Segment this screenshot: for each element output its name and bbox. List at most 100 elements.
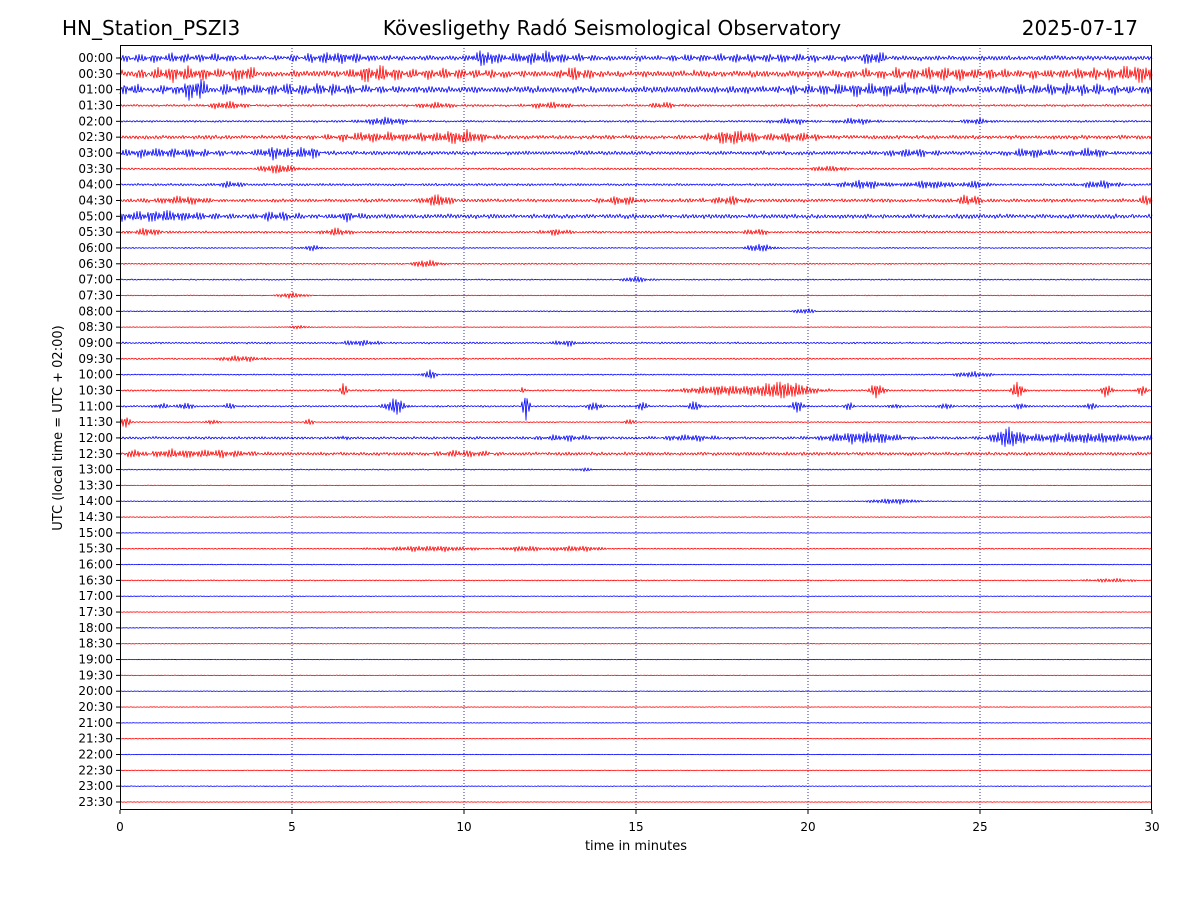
y-tick-label: 08:30 bbox=[78, 320, 113, 334]
plot-frame bbox=[120, 45, 1152, 810]
y-tick-label: 03:30 bbox=[78, 162, 113, 176]
trace-line bbox=[119, 498, 1153, 505]
trace-line bbox=[119, 128, 1153, 145]
y-tick-label: 17:00 bbox=[78, 589, 113, 603]
trace-line bbox=[119, 339, 1153, 347]
y-tick-label: 16:00 bbox=[78, 558, 113, 572]
y-tick-label: 00:00 bbox=[78, 51, 113, 65]
station-name: HN_Station_PSZI3 bbox=[62, 16, 241, 40]
y-tick-label: 07:00 bbox=[78, 273, 113, 287]
y-tick-label: 16:30 bbox=[78, 573, 113, 587]
y-tick-label: 10:30 bbox=[78, 383, 113, 397]
y-tick-label: 06:00 bbox=[78, 241, 113, 255]
y-tick-label: 11:00 bbox=[78, 399, 113, 413]
y-tick-label: 03:00 bbox=[78, 146, 113, 160]
trace-line bbox=[119, 179, 1153, 189]
y-tick-label: 04:30 bbox=[78, 193, 113, 207]
y-tick-label: 22:00 bbox=[78, 748, 113, 762]
x-tick-label: 0 bbox=[116, 820, 124, 834]
y-tick-label: 09:30 bbox=[78, 352, 113, 366]
trace-line bbox=[119, 259, 1153, 268]
trace-line bbox=[119, 243, 1153, 252]
x-tick-label: 10 bbox=[456, 820, 471, 834]
y-tick-label: 14:30 bbox=[78, 510, 113, 524]
trace-line bbox=[119, 426, 1153, 447]
trace-line bbox=[119, 484, 1152, 487]
y-tick-label: 13:30 bbox=[78, 478, 113, 492]
chart-date: 2025-07-17 bbox=[1021, 16, 1138, 40]
trace-line bbox=[119, 116, 1153, 126]
y-tick-label: 09:00 bbox=[78, 336, 113, 350]
y-tick-label: 20:30 bbox=[78, 700, 113, 714]
trace-line bbox=[119, 577, 1153, 583]
y-tick-label: 19:00 bbox=[78, 653, 113, 667]
x-tick-label: 30 bbox=[1144, 820, 1159, 834]
y-tick-label: 17:30 bbox=[78, 605, 113, 619]
trace-line bbox=[119, 325, 1153, 330]
y-tick-label: 12:00 bbox=[78, 431, 113, 445]
trace-line bbox=[119, 417, 1153, 428]
trace-line bbox=[119, 355, 1153, 363]
trace-line bbox=[119, 194, 1153, 206]
y-tick-label: 22:30 bbox=[78, 763, 113, 777]
y-tick-label: 02:00 bbox=[78, 114, 113, 128]
trace-line bbox=[119, 722, 1153, 724]
y-tick-label: 15:00 bbox=[78, 526, 113, 540]
chart-title: Kövesligethy Radó Seismological Observat… bbox=[382, 16, 842, 40]
y-tick-label: 23:00 bbox=[78, 779, 113, 793]
trace-line bbox=[119, 146, 1153, 161]
x-axis-title: time in minutes bbox=[585, 839, 687, 854]
y-tick-label: 05:30 bbox=[78, 225, 113, 239]
y-tick-label: 20:00 bbox=[78, 684, 113, 698]
trace-line bbox=[119, 100, 1153, 110]
trace-line bbox=[119, 78, 1153, 101]
trace-line bbox=[119, 674, 1153, 677]
trace-line bbox=[119, 737, 1153, 740]
y-tick-label: 18:30 bbox=[78, 637, 113, 651]
trace-line bbox=[119, 769, 1153, 772]
trace-line bbox=[119, 642, 1153, 645]
x-tick-label: 25 bbox=[972, 820, 987, 834]
y-tick-label: 02:30 bbox=[78, 130, 113, 144]
y-tick-label: 19:30 bbox=[78, 668, 113, 682]
y-tick-label: 00:30 bbox=[78, 67, 113, 81]
y-tick-label: 13:00 bbox=[78, 463, 113, 477]
y-tick-label: 05:00 bbox=[78, 209, 113, 223]
trace-line bbox=[119, 448, 1153, 459]
y-tick-label: 11:30 bbox=[78, 415, 113, 429]
trace-line bbox=[119, 276, 1153, 283]
grid-layer bbox=[291, 45, 981, 810]
trace-line bbox=[119, 227, 1153, 236]
y-tick-label: 01:00 bbox=[78, 83, 113, 97]
y-tick-label: 14:00 bbox=[78, 494, 113, 508]
y-tick-label: 18:00 bbox=[78, 621, 113, 635]
trace-line bbox=[119, 381, 1153, 399]
y-tick-label: 15:30 bbox=[78, 542, 113, 556]
trace-line bbox=[119, 50, 1153, 67]
y-tick-label: 04:00 bbox=[78, 178, 113, 192]
y-tick-label: 06:30 bbox=[78, 257, 113, 271]
trace-line bbox=[119, 545, 1153, 553]
trace-line bbox=[119, 532, 1153, 534]
trace-line bbox=[119, 308, 1153, 314]
trace-line bbox=[119, 706, 1153, 708]
y-tick-label: 01:30 bbox=[78, 98, 113, 112]
trace-line bbox=[119, 658, 1153, 661]
x-tick-label: 20 bbox=[800, 820, 815, 834]
trace-layer bbox=[119, 50, 1153, 803]
x-axis: 0 5 10 15 20 25 30 bbox=[116, 810, 1160, 834]
trace-line bbox=[119, 467, 1153, 472]
y-tick-label: 10:00 bbox=[78, 368, 113, 382]
trace-line bbox=[119, 690, 1153, 692]
x-tick-label: 15 bbox=[628, 820, 643, 834]
y-tick-label: 12:30 bbox=[78, 447, 113, 461]
y-tick-label: 08:00 bbox=[78, 304, 113, 318]
y-tick-label: 23:30 bbox=[78, 795, 113, 809]
trace-line bbox=[119, 397, 1153, 421]
trace-line bbox=[119, 369, 1153, 379]
trace-line bbox=[119, 210, 1153, 223]
trace-line bbox=[119, 516, 1153, 518]
trace-line bbox=[119, 595, 1153, 597]
